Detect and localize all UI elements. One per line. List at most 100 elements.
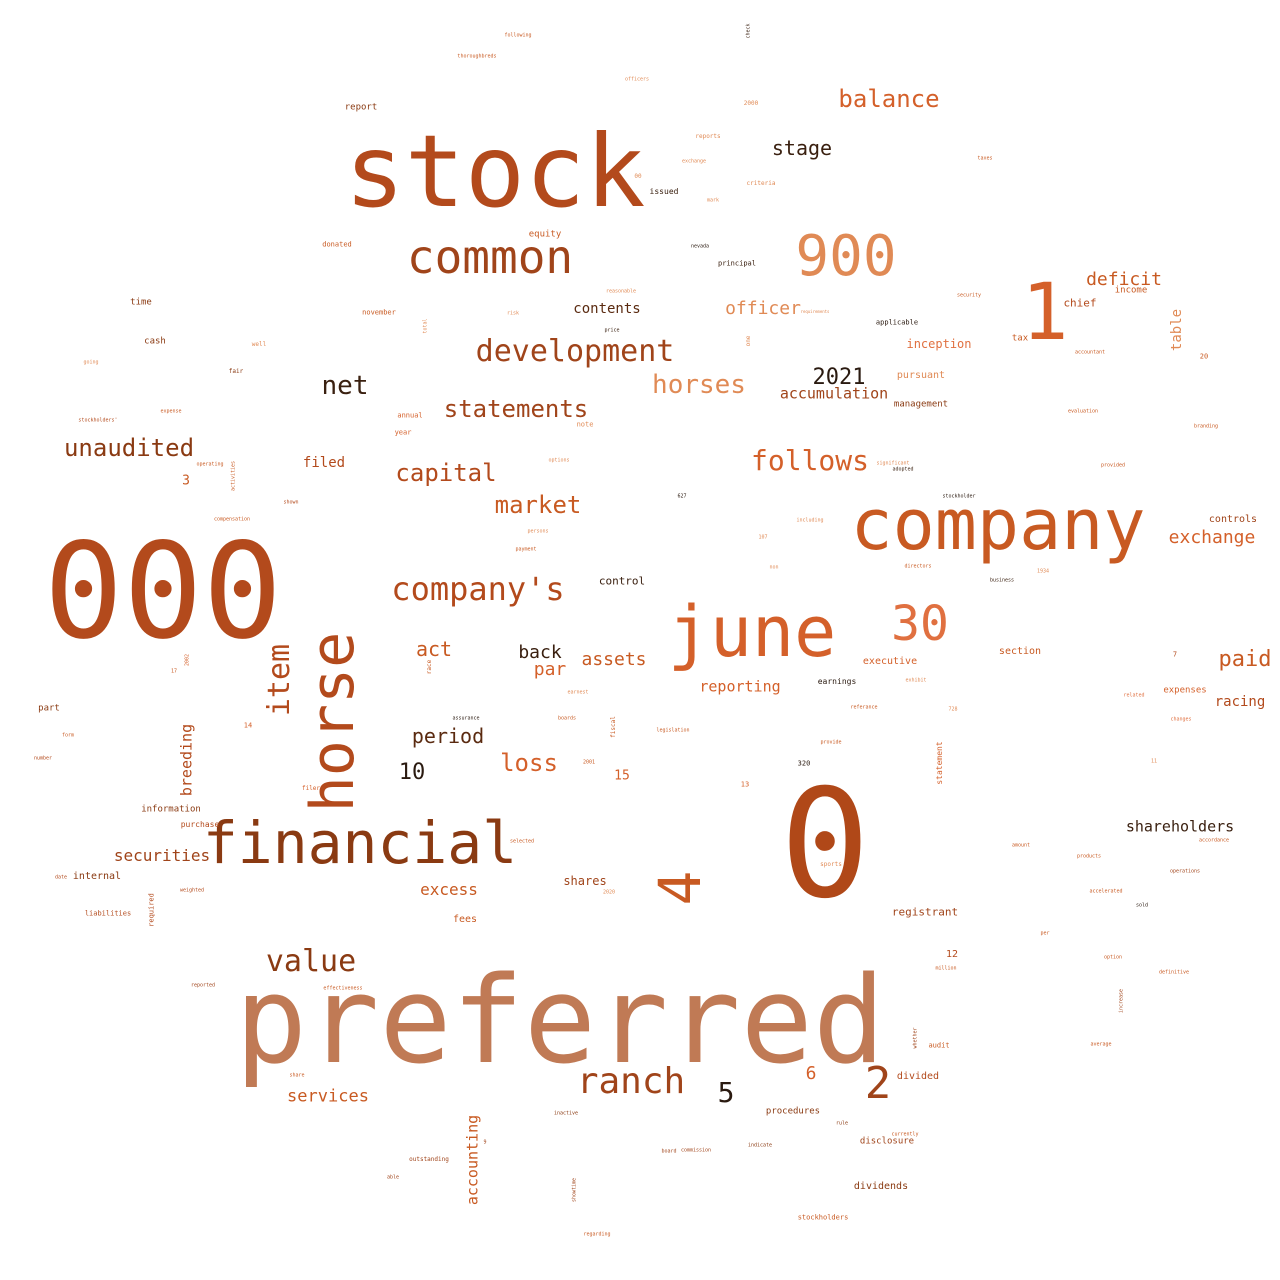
- word: fair: [228, 368, 244, 375]
- word: per: [1040, 930, 1050, 937]
- word: purchase: [180, 820, 220, 829]
- word: preferred: [234, 952, 886, 1091]
- word: information: [141, 804, 201, 815]
- word: section: [998, 646, 1042, 657]
- word: breeding: [177, 723, 196, 797]
- word: taxes: [977, 155, 993, 162]
- word: rule: [835, 1120, 849, 1127]
- word: total: [422, 318, 429, 334]
- word: whether: [912, 1027, 919, 1049]
- word: filed: [302, 455, 346, 471]
- word: controls: [1208, 514, 1258, 525]
- word: par: [533, 659, 567, 680]
- word: exchange: [681, 158, 707, 165]
- word: exhibit: [905, 677, 927, 684]
- word: earnings: [817, 677, 857, 686]
- word: branding: [1193, 423, 1219, 430]
- word: 0: [779, 758, 871, 932]
- word: legislation: [656, 727, 690, 734]
- word: going: [83, 359, 99, 366]
- word: referance: [850, 704, 878, 711]
- word: increase: [1118, 988, 1125, 1014]
- word: outstanding: [409, 1156, 449, 1163]
- word: stock: [344, 113, 646, 230]
- word: pursuant: [896, 370, 946, 381]
- word: 12: [945, 949, 959, 960]
- word: internal: [72, 871, 122, 882]
- word: security: [956, 292, 982, 299]
- word: procedures: [765, 1106, 821, 1117]
- word: note: [576, 420, 594, 429]
- word: significant: [876, 460, 910, 467]
- word: report: [344, 102, 378, 113]
- word: able: [386, 1174, 400, 1181]
- word: 17: [170, 668, 178, 675]
- word: 30: [891, 596, 949, 652]
- word: business: [989, 577, 1015, 584]
- word: 627: [677, 493, 687, 500]
- word: part: [38, 703, 60, 714]
- word: excess: [420, 880, 478, 899]
- word: shareholders: [1125, 817, 1235, 836]
- word: changes: [1170, 716, 1192, 723]
- word: inception: [906, 337, 972, 351]
- word: value: [265, 944, 357, 979]
- word: donated: [322, 240, 352, 249]
- word: racing: [1214, 694, 1266, 710]
- word: commission: [680, 1147, 712, 1154]
- word: stockholders: [797, 1213, 849, 1222]
- word: price: [604, 327, 620, 334]
- word: 728: [948, 706, 958, 713]
- word: 1: [1021, 268, 1069, 358]
- word: november: [362, 308, 396, 317]
- word: stockholder: [942, 493, 976, 500]
- word: 4: [646, 870, 714, 906]
- word: following: [504, 32, 532, 39]
- word: 1934: [1036, 568, 1050, 575]
- word: time: [130, 297, 152, 308]
- word: accountant: [1074, 349, 1106, 356]
- word: services: [287, 1086, 369, 1107]
- word: ranch: [576, 1061, 686, 1102]
- word: operating: [196, 461, 224, 468]
- word: reported: [190, 982, 216, 989]
- word: statement: [935, 741, 944, 785]
- word: inactive: [553, 1110, 579, 1117]
- word: operations: [1169, 868, 1201, 875]
- word: disclosure: [859, 1136, 915, 1147]
- word: equity: [528, 229, 562, 240]
- word: currently: [891, 1131, 919, 1138]
- word: expenses: [1163, 685, 1207, 696]
- word: divided: [896, 1071, 940, 1082]
- word: item: [262, 643, 297, 717]
- word: 11: [1150, 758, 1158, 765]
- word: accumulation: [779, 384, 889, 403]
- word: common: [406, 230, 574, 284]
- word: applicable: [875, 318, 919, 327]
- word: adopted: [892, 466, 914, 473]
- word: persons: [527, 528, 549, 535]
- word: 14: [243, 721, 253, 730]
- word: 107: [758, 534, 768, 541]
- word: evaluation: [1067, 408, 1099, 415]
- word: 15: [614, 768, 630, 784]
- word: 9: [483, 1139, 487, 1146]
- word: 2021: [812, 365, 866, 390]
- word: chief: [1063, 296, 1097, 310]
- word: audit: [928, 1041, 950, 1050]
- word: act: [415, 637, 453, 661]
- word: cash: [144, 336, 166, 347]
- word: nevada: [690, 243, 710, 250]
- word: year: [394, 428, 412, 437]
- word: weighted: [179, 887, 205, 894]
- word: activities: [230, 460, 237, 492]
- word: expense: [160, 408, 182, 415]
- word: boards: [557, 715, 577, 722]
- word: period: [411, 724, 485, 748]
- word: filer: [301, 785, 321, 792]
- word: 2020: [602, 889, 616, 896]
- word: stockholders': [78, 417, 118, 424]
- word: accounting: [463, 1114, 482, 1206]
- word: form: [61, 732, 75, 739]
